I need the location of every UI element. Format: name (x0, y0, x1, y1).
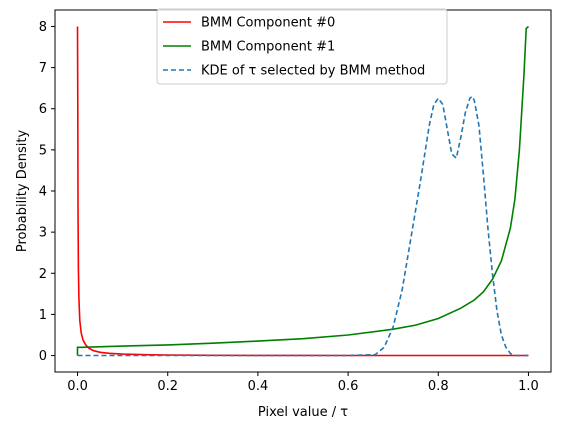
legend-label-1: BMM Component #1 (201, 40, 335, 55)
y-axis: 0 1 2 3 4 5 6 7 8 (39, 20, 55, 364)
x-axis: 0.0 0.2 0.4 0.6 0.8 1.0 (67, 372, 539, 394)
x-tick-label: 0.2 (157, 379, 178, 394)
y-tick-label: 4 (39, 185, 47, 200)
series-line-0 (76, 26, 529, 357)
legend-label-0: BMM Component #0 (201, 16, 335, 31)
x-axis-label: Pixel value / τ (258, 405, 348, 420)
x-tick-label: 0.4 (248, 379, 269, 394)
y-tick-label: 8 (39, 20, 47, 35)
x-tick-label: 1.0 (518, 379, 539, 394)
series-line-2 (77, 95, 529, 357)
x-tick-label: 0.0 (67, 379, 88, 394)
y-tick-label: 3 (39, 226, 47, 241)
y-tick-label: 2 (39, 267, 47, 282)
y-tick-label: 6 (39, 102, 47, 117)
legend-label-2: KDE of τ selected by BMM method (201, 64, 425, 79)
legend: BMM Component #0 BMM Component #1 KDE of τ… (156, 8, 448, 85)
y-tick-label: 0 (39, 349, 47, 364)
x-tick-label: 0.8 (428, 379, 449, 394)
x-tick-label: 0.6 (338, 379, 359, 394)
legend-frame (156, 8, 448, 85)
series-line-1 (76, 25, 530, 356)
y-axis-label: Probability Density (15, 130, 30, 253)
y-tick-label: 5 (39, 143, 47, 158)
plot-lines (76, 25, 530, 357)
y-tick-label: 7 (39, 61, 47, 76)
y-tick-label: 1 (39, 308, 47, 323)
